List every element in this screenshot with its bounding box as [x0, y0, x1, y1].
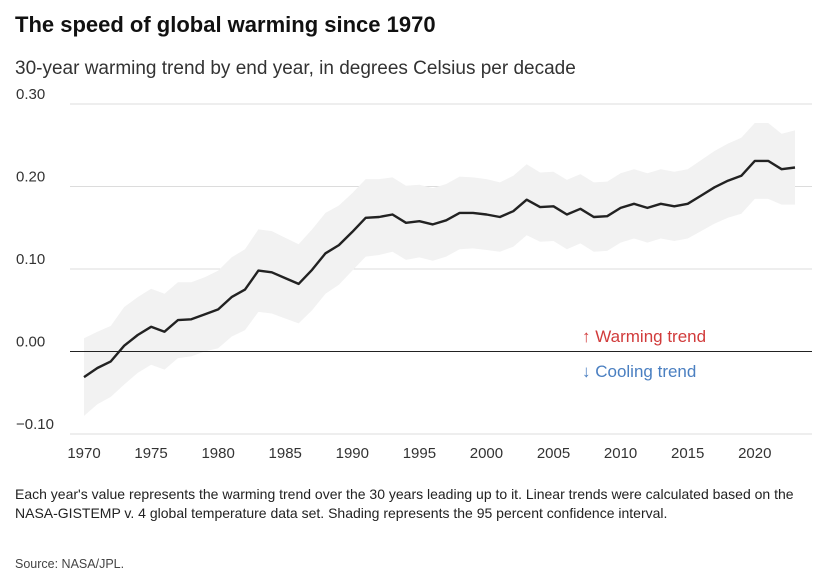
x-tick-label: 1975 — [134, 445, 167, 462]
line-chart: 0.300.200.100.00−0.10 1970 1975 1980 1985 19… — [16, 86, 812, 462]
y-tick-label: 0.30 — [16, 86, 45, 103]
x-tick-label: 2010 — [604, 445, 637, 462]
x-tick-label: 2015 — [671, 445, 704, 462]
chart-subtitle: 30-year warming trend by end year, in de… — [15, 58, 576, 79]
y-tick-label: 0.10 — [16, 251, 45, 268]
x-tick-label: 1990 — [336, 445, 369, 462]
x-tick-label: 1970 — [67, 445, 100, 462]
y-tick-label: 0.00 — [16, 334, 45, 351]
x-tick-label: 2005 — [537, 445, 570, 462]
warming-trend-line — [83, 159, 796, 379]
source-credit: Source: NASA/JPL. — [15, 557, 125, 571]
x-tick-label: 1985 — [269, 445, 302, 462]
y-tick-label: 0.20 — [16, 169, 45, 186]
cooling-trend-annotation: ↓ Cooling trend — [582, 362, 696, 381]
chart-title: The speed of global warming since 1970 — [15, 12, 436, 37]
x-tick-label: 1980 — [201, 445, 234, 462]
x-tick-label: 2020 — [738, 445, 771, 462]
x-tick-label: 2000 — [470, 445, 503, 462]
warming-trend-annotation: ↑ Warming trend — [582, 327, 706, 346]
y-axis-ticks: 0.30 0.20 0.10 0.00 −0.10 — [16, 86, 54, 433]
grid-lines — [70, 103, 812, 435]
chart-note: Each year's value represents the warming… — [15, 486, 794, 521]
x-tick-label: 1995 — [403, 445, 436, 462]
confidence-interval-band — [84, 123, 795, 416]
x-axis-ticks: 1970 1975 1980 1985 1990 1995 2000 2005 2010 2015… — [67, 445, 771, 462]
y-tick-label: −0.10 — [16, 416, 54, 433]
